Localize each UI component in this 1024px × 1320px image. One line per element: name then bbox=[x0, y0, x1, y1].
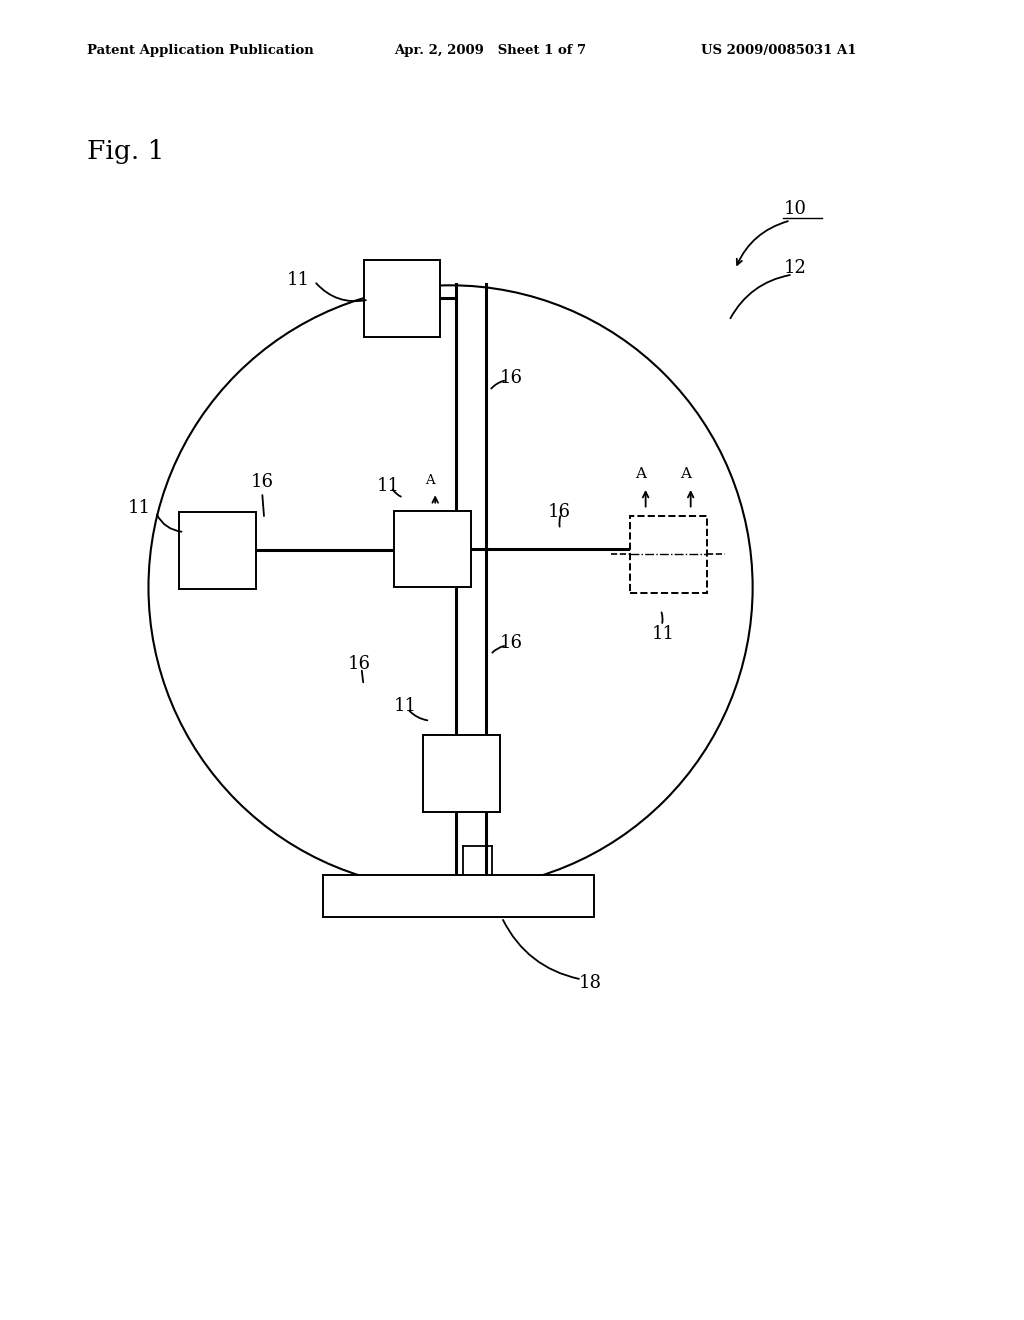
Text: 18: 18 bbox=[579, 974, 601, 993]
Bar bbox=[179, 512, 256, 589]
Text: 10: 10 bbox=[783, 199, 806, 218]
Text: A: A bbox=[635, 467, 646, 480]
Text: 11: 11 bbox=[377, 477, 399, 495]
Text: A: A bbox=[680, 467, 691, 480]
Text: 16: 16 bbox=[348, 655, 371, 673]
Text: 16: 16 bbox=[251, 473, 273, 491]
Text: 11: 11 bbox=[394, 697, 417, 715]
Text: 16: 16 bbox=[548, 503, 570, 521]
Text: US 2009/0085031 A1: US 2009/0085031 A1 bbox=[701, 44, 857, 57]
Bar bbox=[630, 516, 707, 593]
Text: 11: 11 bbox=[128, 499, 151, 517]
Bar bbox=[394, 511, 471, 587]
Text: Patent Application Publication: Patent Application Publication bbox=[87, 44, 313, 57]
Text: A: A bbox=[425, 474, 434, 487]
Bar bbox=[323, 875, 594, 917]
Bar bbox=[423, 735, 500, 812]
Text: 12: 12 bbox=[783, 259, 806, 277]
Text: 11: 11 bbox=[651, 624, 674, 643]
Text: 11: 11 bbox=[287, 271, 309, 289]
Text: 16: 16 bbox=[500, 368, 522, 387]
Text: Apr. 2, 2009   Sheet 1 of 7: Apr. 2, 2009 Sheet 1 of 7 bbox=[394, 44, 587, 57]
Text: 16: 16 bbox=[500, 634, 522, 652]
Text: Fig. 1: Fig. 1 bbox=[87, 140, 165, 164]
Bar bbox=[364, 260, 440, 337]
